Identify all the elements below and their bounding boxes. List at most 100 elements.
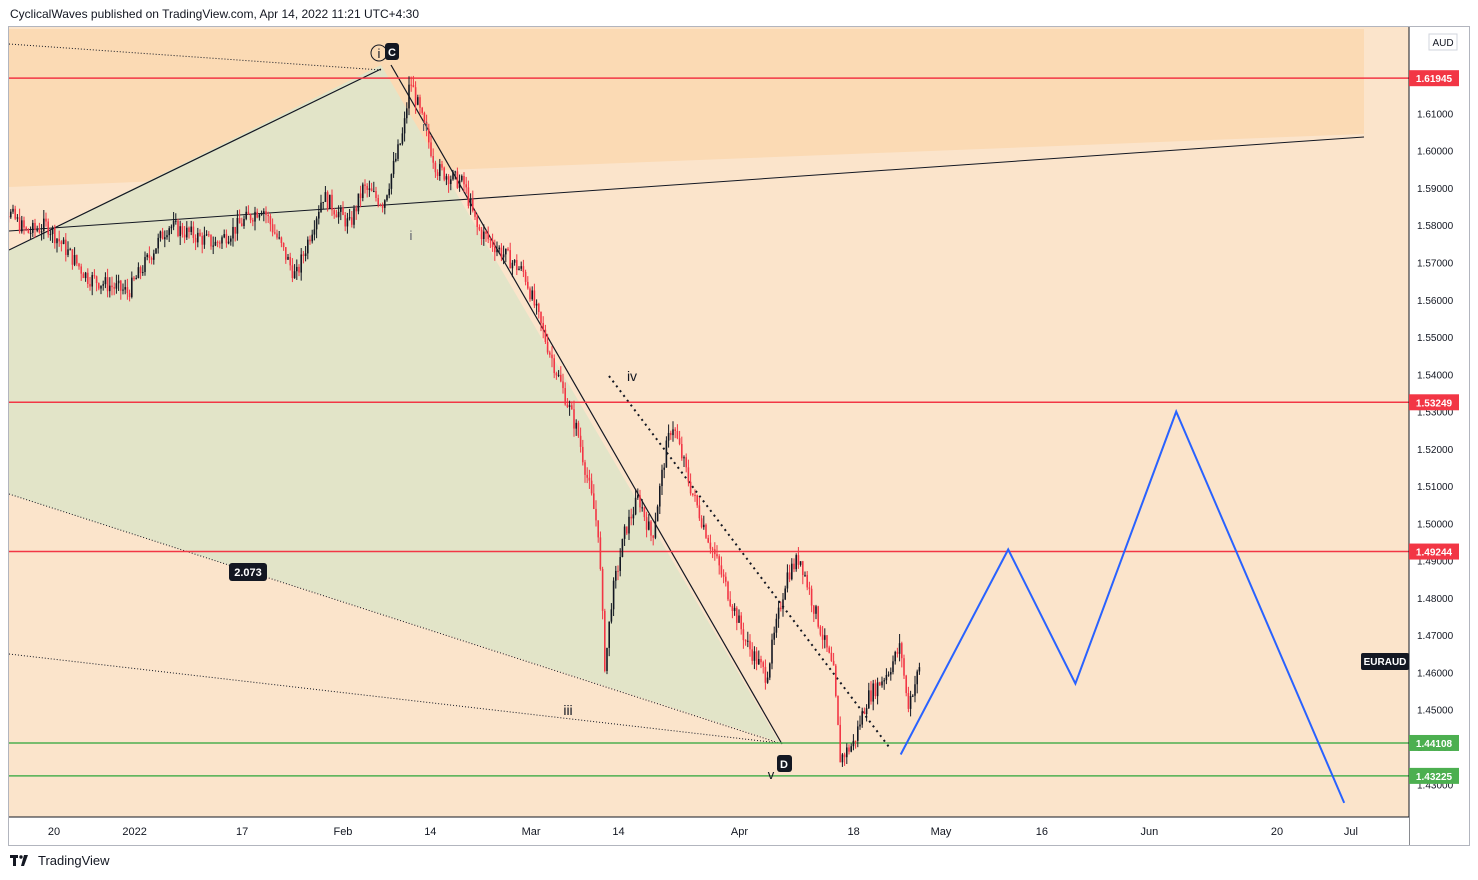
candle-body: [557, 374, 560, 376]
candle-body: [256, 211, 258, 218]
candle-body: [260, 213, 263, 215]
candle-body: [575, 422, 577, 429]
candle-body: [395, 158, 397, 161]
candle-body: [186, 227, 188, 238]
candle-body: [852, 740, 855, 747]
candle-body: [84, 272, 87, 279]
candle-body: [467, 187, 470, 206]
candle-body: [219, 242, 221, 244]
candle-body: [527, 281, 529, 289]
candle-body: [32, 222, 34, 233]
candle-body: [331, 194, 333, 211]
candle-body: [650, 521, 652, 536]
candle-body: [850, 746, 852, 752]
candle-body: [364, 184, 366, 186]
candle-body: [753, 651, 756, 661]
tradingview-logo-icon[interactable]: [10, 854, 32, 867]
candle-body: [304, 253, 307, 257]
candle-body: [791, 563, 793, 580]
candle-body: [529, 288, 531, 300]
candle-body: [496, 249, 498, 253]
candle-body: [258, 214, 261, 218]
candle-body: [478, 227, 481, 230]
candle-body: [843, 754, 846, 758]
candle-body: [579, 435, 582, 447]
level-badge-1.44108: [1409, 734, 1459, 751]
candle-body: [265, 211, 267, 216]
candle-body: [901, 643, 903, 659]
candle-body: [115, 283, 118, 289]
candle-body: [106, 277, 109, 292]
candle-body: [747, 640, 749, 642]
candle-body: [861, 711, 863, 725]
symbol-badge[interactable]: [1361, 653, 1409, 670]
candle-body: [766, 677, 769, 683]
candle-body: [285, 247, 287, 260]
footer-brand[interactable]: TradingView: [38, 853, 110, 868]
price-tick-label: 1.46000: [1417, 668, 1454, 679]
candle-body: [370, 188, 373, 192]
time-tick-label: 20: [1271, 826, 1283, 838]
chart-frame[interactable]: i C ii i iii iv v D 2.073 1.620001.61000…: [0, 26, 1470, 846]
candle-body: [73, 255, 76, 265]
wave-label-D: D: [780, 759, 788, 771]
candle-body: [500, 247, 503, 258]
candle-body: [881, 681, 883, 686]
candle-body: [293, 271, 296, 279]
candle-body: [274, 232, 276, 234]
candle-body: [898, 643, 901, 654]
candle-body: [399, 143, 401, 145]
candle-body: [205, 234, 208, 236]
candle-body: [780, 607, 782, 610]
candle-body: [36, 229, 38, 231]
candle-body: [247, 211, 250, 215]
candle-body: [909, 695, 912, 709]
level-label-1.53249: 1.53249: [1416, 398, 1453, 409]
candle-body: [533, 290, 536, 306]
candle-body: [562, 381, 564, 389]
candle-body: [813, 605, 815, 614]
candle-body: [802, 561, 804, 576]
candlestick-series: [0, 75, 921, 767]
candle-body: [505, 248, 507, 255]
price-tick-label: 1.47000: [1417, 631, 1454, 642]
candle-body: [485, 231, 487, 234]
candle-body: [612, 580, 615, 610]
candle-body: [307, 239, 309, 254]
candle-body: [665, 440, 668, 468]
candle-body: [832, 660, 835, 666]
candle-body: [626, 526, 628, 534]
triangle-upper-edge: [8, 68, 382, 251]
candle-body: [318, 211, 320, 219]
currency-badge[interactable]: [1428, 33, 1458, 51]
candle-body: [225, 234, 228, 244]
level-badge-1.49244: [1409, 543, 1459, 560]
candle-body: [755, 651, 758, 665]
candle-body: [51, 228, 54, 235]
candle-body: [56, 238, 58, 244]
candle-body: [164, 237, 166, 240]
level-badge-1.61945: [1409, 70, 1459, 87]
candle-body: [808, 587, 811, 589]
candle-body: [601, 568, 604, 611]
candle-body: [170, 226, 173, 229]
candle-body: [60, 241, 63, 245]
candle-body: [703, 524, 705, 528]
price-axis-background: [1409, 27, 1469, 845]
candle-body: [43, 218, 45, 232]
candle-body: [249, 214, 252, 221]
candle-body: [681, 444, 683, 459]
candle-body: [18, 217, 21, 232]
price-chart[interactable]: i C ii i iii iv v D 2.073 1.620001.61000…: [0, 27, 1469, 845]
candle-body: [742, 629, 745, 641]
candle-body: [12, 208, 14, 212]
candle-body: [357, 193, 360, 212]
price-tick-label: 1.48000: [1417, 594, 1454, 605]
fib-ratio-badge: [229, 563, 267, 581]
candle-body: [806, 574, 808, 588]
candle-body: [49, 234, 52, 236]
candle-body: [157, 237, 159, 249]
candle-body: [540, 311, 542, 323]
candle-body: [302, 254, 305, 257]
candle-body: [489, 239, 492, 241]
